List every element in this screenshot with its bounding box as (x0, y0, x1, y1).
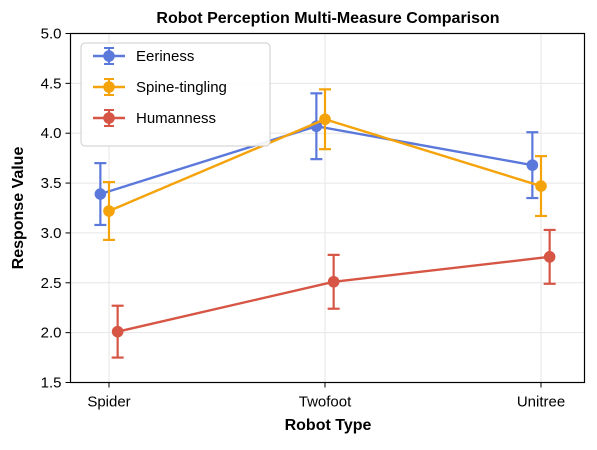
data-point (526, 159, 539, 171)
x-tick-label: Spider (87, 394, 130, 411)
series-layer (94, 88, 556, 359)
legend-marker (103, 81, 115, 93)
legend-marker (103, 112, 115, 124)
legend-marker (103, 50, 115, 62)
series-spine-tingling (103, 88, 547, 242)
y-axis-ticks: 1.5 2.0 2.5 3.0 3.5 4.0 4.5 5.0 (41, 26, 71, 392)
data-point (111, 325, 124, 338)
y-tick-label: 3.5 (41, 175, 62, 192)
x-axis-ticks: Spider Twofoot Unitree (87, 382, 565, 411)
y-tick-label: 1.5 (41, 375, 62, 392)
x-tick-label: Twofoot (299, 394, 352, 411)
data-point (94, 188, 107, 200)
series-eeriness (94, 92, 539, 227)
x-axis-label: Robot Type (285, 417, 372, 434)
y-tick-label: 4.5 (41, 75, 62, 92)
y-tick-label: 4.0 (41, 125, 62, 142)
legend-label: Humanness (136, 110, 216, 127)
data-point (327, 275, 340, 288)
y-tick-label: 5.0 (41, 26, 62, 43)
data-point (319, 113, 331, 126)
y-axis-label: Response Value (10, 147, 27, 270)
plot-frame (69, 32, 586, 384)
y-tick-label: 2.0 (41, 325, 62, 342)
series-humanness (111, 228, 556, 359)
data-point (103, 205, 115, 217)
legend-box (80, 42, 271, 147)
legend-label: Spine-tingling (136, 79, 227, 96)
legend: Eeriness Spine-tingling Humanness (80, 42, 271, 147)
y-tick-label: 2.5 (41, 275, 62, 292)
x-tick-label: Unitree (517, 394, 565, 411)
chart-title: Robot Perception Multi-Measure Compariso… (156, 10, 499, 27)
data-point (543, 251, 556, 263)
data-point (535, 180, 547, 192)
y-tick-label: 3.0 (41, 225, 62, 242)
legend-label: Eeriness (136, 48, 194, 65)
